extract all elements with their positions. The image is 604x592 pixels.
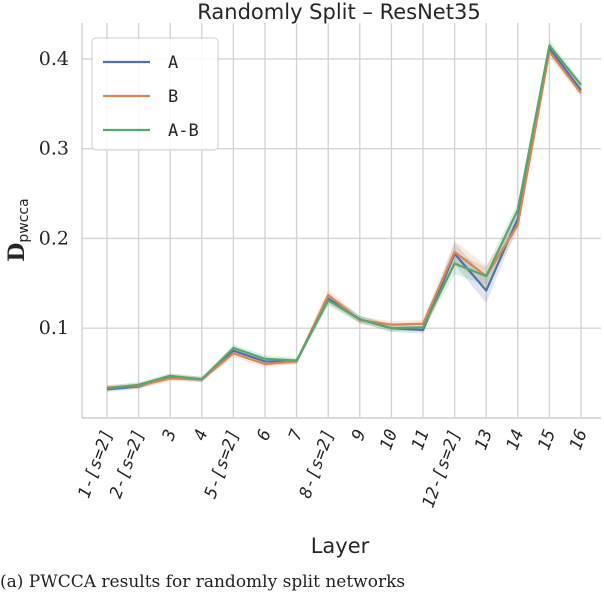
axes bbox=[81, 23, 601, 419]
y-tick-labels: 0.1 0.2 0.3 0.4 bbox=[39, 48, 69, 339]
legend: AB A-B bbox=[91, 37, 219, 151]
legend-label: A-B bbox=[168, 121, 199, 141]
x-tick-label: 6 bbox=[253, 427, 275, 443]
x-tick-label: 15 bbox=[534, 427, 560, 453]
x-tick-label: 13 bbox=[471, 427, 497, 453]
x-tick-label: 14 bbox=[503, 427, 529, 453]
y-axis-label: Dpwcca bbox=[4, 198, 32, 261]
x-tick-label: 4 bbox=[190, 427, 212, 443]
legend-label: A bbox=[168, 53, 178, 73]
y-tick-label: 0.1 bbox=[39, 317, 69, 339]
series-lines bbox=[106, 44, 582, 391]
x-tick-label: 10 bbox=[376, 427, 402, 453]
x-tick-label: 16 bbox=[566, 427, 592, 453]
figure-caption: (a) PWCCA results for randomly split net… bbox=[0, 572, 406, 592]
x-tick-label: 3 bbox=[158, 427, 181, 444]
x-axis-label: Layer bbox=[311, 534, 370, 558]
legend-label: B bbox=[168, 87, 178, 107]
y-tick-label: 0.3 bbox=[39, 138, 69, 160]
chart: Randomly Split – ResNet35 0.1 0.2 0.3 0.4 1… bbox=[4, 0, 601, 558]
series-line-A-B bbox=[106, 44, 582, 390]
x-tick-labels: 1-[s=2]2-[s=2] 3 45-[s=2] 6 78-[s=2] 9 10 1112-… bbox=[74, 426, 591, 510]
x-tick-label: 11 bbox=[408, 427, 434, 453]
x-tick-label: 7 bbox=[285, 426, 308, 443]
chart-title: Randomly Split – ResNet35 bbox=[197, 0, 480, 24]
legend-box bbox=[91, 37, 219, 151]
y-axis-label-main: D bbox=[4, 243, 30, 262]
y-tick-label: 0.4 bbox=[39, 48, 69, 70]
x-tick-label: 9 bbox=[348, 427, 370, 443]
series-line-B bbox=[106, 50, 582, 389]
y-axis-label-sub: pwcca bbox=[16, 198, 32, 242]
y-tick-label: 0.2 bbox=[39, 227, 69, 249]
